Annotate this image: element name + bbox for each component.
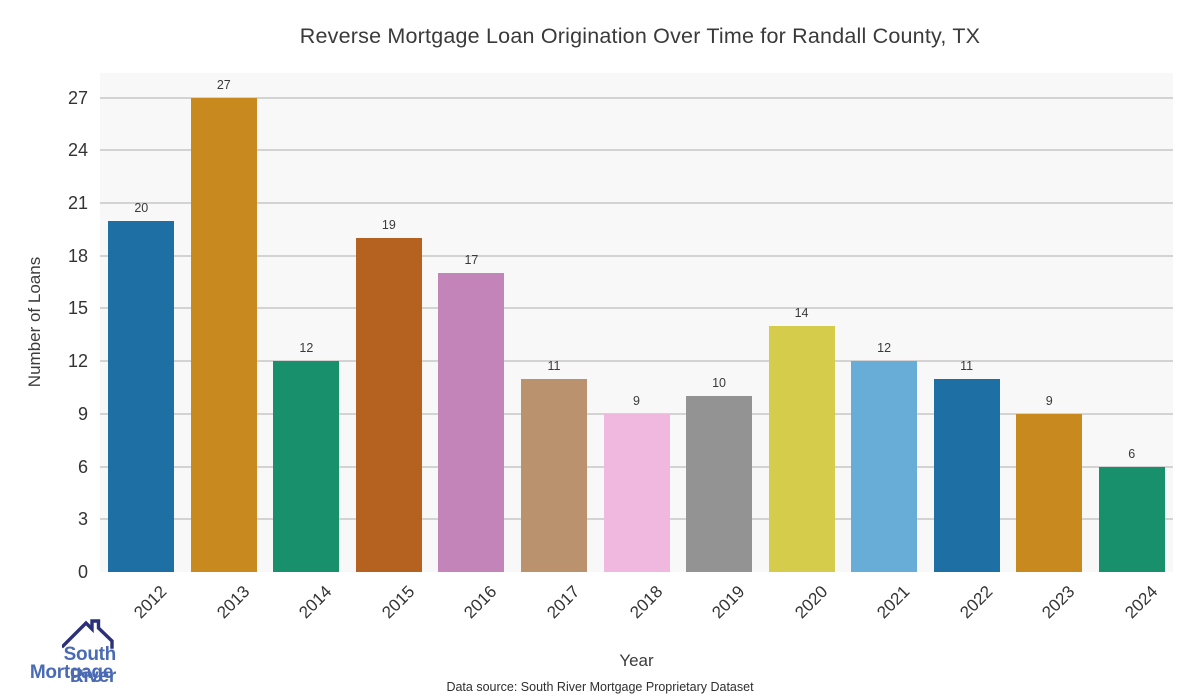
y-tick-label-27: 27 bbox=[67, 87, 88, 108]
x-tick-label-2021: 2021 bbox=[873, 582, 914, 623]
x-tick-label-2023: 2023 bbox=[1038, 582, 1079, 623]
gridline-y9 bbox=[100, 412, 1173, 415]
bar-2018 bbox=[603, 414, 670, 572]
gridline-y24 bbox=[100, 149, 1173, 152]
y-tick-label-24: 24 bbox=[67, 140, 88, 161]
bar-2012 bbox=[108, 221, 175, 572]
south-river-mortgage-logo: South River Mortgage bbox=[20, 618, 116, 687]
y-tick-label-15: 15 bbox=[67, 298, 88, 319]
bar-2021 bbox=[851, 361, 918, 572]
y-tick-label-18: 18 bbox=[67, 245, 88, 266]
bar-2022 bbox=[933, 379, 1000, 572]
gridline-y15 bbox=[100, 307, 1173, 310]
x-tick-label-2020: 2020 bbox=[790, 582, 831, 623]
bar-value-label-2014: 12 bbox=[299, 341, 314, 355]
bar-value-label-2013: 27 bbox=[216, 78, 231, 92]
x-tick-label-2018: 2018 bbox=[625, 582, 666, 623]
bar-value-label-2024: 6 bbox=[1128, 447, 1136, 461]
bar-2015 bbox=[355, 238, 422, 572]
x-tick-label-2017: 2017 bbox=[543, 582, 584, 623]
bar-2023 bbox=[1016, 414, 1083, 572]
bar-value-label-2020: 14 bbox=[794, 306, 809, 320]
bar-value-label-2022: 11 bbox=[960, 359, 974, 373]
bar-value-label-2023: 9 bbox=[1045, 394, 1053, 408]
bar-2019 bbox=[686, 396, 753, 572]
gridline-y18 bbox=[100, 254, 1173, 257]
gridline-y12 bbox=[100, 360, 1173, 363]
house-roof-icon bbox=[62, 619, 114, 649]
bar-value-label-2012: 20 bbox=[134, 201, 149, 215]
bar-value-label-2015: 19 bbox=[381, 218, 396, 232]
y-tick-label-3: 3 bbox=[77, 509, 88, 530]
gridline-y21 bbox=[100, 202, 1173, 205]
logo-text-line1: South River bbox=[63, 644, 117, 687]
y-tick-label-21: 21 bbox=[67, 193, 88, 214]
bar-2017 bbox=[520, 379, 587, 572]
logo-text-line2: Mortgage bbox=[29, 662, 113, 683]
x-tick-label-2013: 2013 bbox=[213, 582, 254, 623]
x-axis-label: Year bbox=[619, 651, 654, 670]
x-tick-label-2019: 2019 bbox=[708, 582, 749, 623]
bar-2013 bbox=[190, 98, 257, 572]
bar-2024 bbox=[1098, 467, 1165, 572]
y-tick-label-9: 9 bbox=[77, 403, 88, 424]
bar-2014 bbox=[273, 361, 340, 572]
source-note: Data source: South River Mortgage Propri… bbox=[446, 680, 754, 694]
x-tick-label-2024: 2024 bbox=[1120, 582, 1162, 623]
y-tick-label-0: 0 bbox=[77, 562, 88, 582]
bar-2020 bbox=[768, 326, 835, 572]
bar-value-label-2017: 11 bbox=[547, 359, 561, 373]
bar-value-label-2019: 10 bbox=[712, 376, 726, 390]
bar-2016 bbox=[438, 273, 505, 572]
bar-value-label-2016: 17 bbox=[464, 253, 479, 267]
y-tick-label-12: 12 bbox=[67, 351, 88, 372]
gridline-y27 bbox=[100, 96, 1173, 99]
x-tick-label-2015: 2015 bbox=[378, 582, 419, 623]
x-tick-label-2016: 2016 bbox=[460, 582, 501, 623]
bar-value-label-2021: 12 bbox=[877, 341, 892, 355]
y-tick-label-6: 6 bbox=[77, 456, 88, 477]
chart-title: Reverse Mortgage Loan Origination Over T… bbox=[299, 24, 981, 48]
x-tick-label-2022: 2022 bbox=[955, 582, 997, 623]
x-tick-label-2014: 2014 bbox=[295, 582, 336, 623]
bar-value-label-2018: 9 bbox=[633, 394, 640, 408]
